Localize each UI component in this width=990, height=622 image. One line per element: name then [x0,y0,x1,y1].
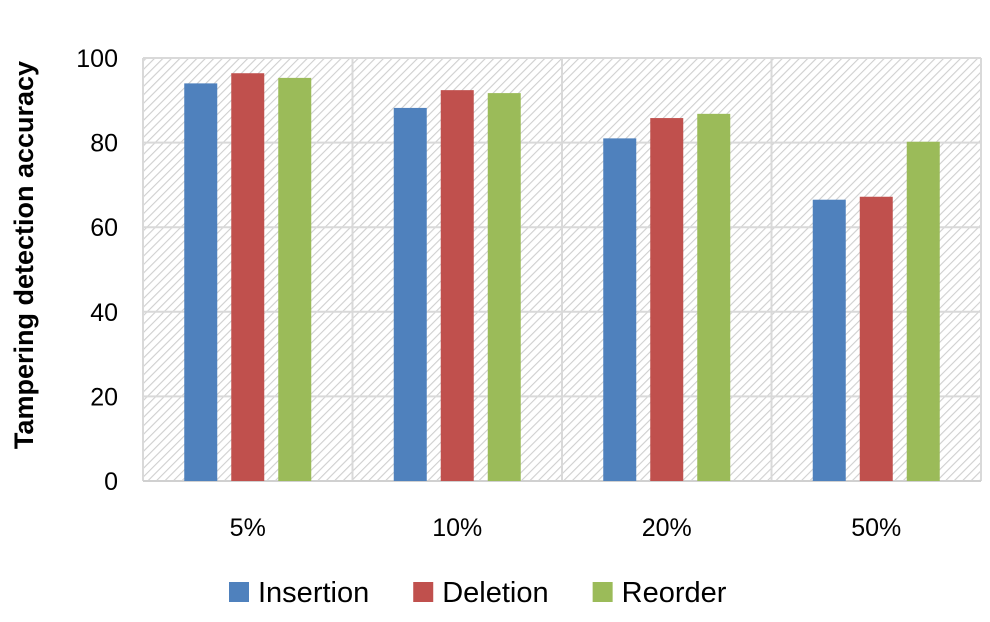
y-tick-label: 100 [76,45,118,73]
bar-reorder-50pct [906,141,940,481]
y-tick-label: 80 [90,130,118,158]
legend-swatch-reorder [592,582,613,602]
x-tick-label: 10% [432,514,482,542]
legend-swatch-insertion [229,582,249,602]
legend-label-reorder: Reorder [622,577,727,609]
y-tick-label: 0 [104,468,118,496]
bar-reorder-10pct [487,93,521,481]
y-tick-label: 20 [90,383,118,411]
bar-insertion-5pct [184,83,218,481]
bar-reorder-5pct [278,77,312,482]
legend-label-deletion: Deletion [442,577,548,609]
bar-insertion-10pct [393,107,427,481]
x-tick-labels: 5% 10% 20% 50% [230,514,902,542]
y-tick-labels: 0 20 40 60 80 100 [76,45,118,496]
y-axis-title: Tampering detection accuracy [9,61,39,449]
y-tick-label: 60 [90,214,118,242]
x-tick-label: 50% [851,514,901,542]
bar-insertion-50pct [812,199,846,481]
legend: Insertion Deletion Reorder [229,577,727,609]
bar-reorder-20pct [697,113,731,481]
x-tick-label: 5% [230,514,266,542]
bar-deletion-5pct [231,73,265,481]
bar-deletion-50pct [859,196,893,481]
y-tick-label: 40 [90,299,118,327]
bar-deletion-10pct [440,90,474,481]
bars [184,73,940,482]
x-tick-label: 20% [642,514,692,542]
legend-label-insertion: Insertion [258,577,369,609]
bar-deletion-20pct [650,118,684,481]
bar-insertion-20pct [603,138,637,481]
legend-swatch-deletion [413,582,434,602]
